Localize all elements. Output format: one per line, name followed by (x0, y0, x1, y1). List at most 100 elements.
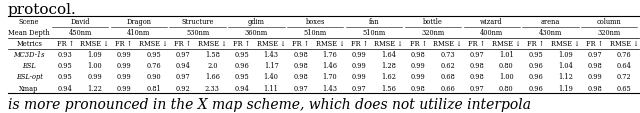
Text: 0.99: 0.99 (87, 73, 102, 81)
Text: 0.64: 0.64 (616, 62, 632, 70)
Text: Mean Depth: Mean Depth (8, 29, 50, 37)
Text: 0.90: 0.90 (146, 73, 161, 81)
Text: RMSE ↓: RMSE ↓ (198, 40, 227, 48)
Text: 0.99: 0.99 (116, 62, 131, 70)
Text: FR ↑: FR ↑ (410, 40, 427, 48)
Text: 0.98: 0.98 (411, 51, 426, 59)
Text: 0.96: 0.96 (529, 73, 543, 81)
Text: is more pronounced in the X map scheme, which does not utilize interpola: is more pronounced in the X map scheme, … (8, 97, 531, 111)
Text: 0.99: 0.99 (411, 62, 426, 70)
Text: 0.76: 0.76 (146, 62, 161, 70)
Text: RMSE ↓: RMSE ↓ (316, 40, 344, 48)
Text: 0.96: 0.96 (234, 62, 249, 70)
Text: 0.68: 0.68 (440, 73, 455, 81)
Text: 0.98: 0.98 (470, 73, 484, 81)
Text: 0.95: 0.95 (234, 51, 249, 59)
Text: 410nm: 410nm (127, 29, 150, 37)
Text: Structure: Structure (181, 18, 214, 26)
Text: protocol.: protocol. (8, 3, 76, 17)
Text: arena: arena (541, 18, 560, 26)
Text: 0.92: 0.92 (175, 84, 190, 92)
Text: gdim: gdim (248, 18, 265, 26)
Text: Dragon: Dragon (126, 18, 151, 26)
Text: 0.99: 0.99 (116, 84, 131, 92)
Text: 1.66: 1.66 (205, 73, 220, 81)
Text: 1.22: 1.22 (87, 84, 102, 92)
Text: 2.0: 2.0 (207, 62, 218, 70)
Text: RMSE ↓: RMSE ↓ (257, 40, 285, 48)
Text: 450nm: 450nm (68, 29, 92, 37)
Text: 0.97: 0.97 (175, 73, 190, 81)
Text: 0.94: 0.94 (175, 62, 190, 70)
Text: 0.98: 0.98 (293, 51, 308, 59)
Text: ESL-opt: ESL-opt (16, 73, 43, 81)
Text: 1.17: 1.17 (264, 62, 278, 70)
Text: 0.97: 0.97 (175, 51, 190, 59)
Text: boxes: boxes (305, 18, 325, 26)
Text: fan: fan (369, 18, 380, 26)
Text: 0.76: 0.76 (617, 51, 631, 59)
Text: 1.40: 1.40 (264, 73, 278, 81)
Text: 530nm: 530nm (186, 29, 209, 37)
Text: FR ↑: FR ↑ (292, 40, 309, 48)
Text: 1.09: 1.09 (558, 51, 573, 59)
Text: 510nm: 510nm (362, 29, 386, 37)
Text: 1.46: 1.46 (323, 62, 337, 70)
Text: 0.66: 0.66 (440, 84, 455, 92)
Text: 0.98: 0.98 (293, 62, 308, 70)
Text: 0.95: 0.95 (58, 62, 73, 70)
Text: 0.81: 0.81 (146, 84, 161, 92)
Text: 0.94: 0.94 (58, 84, 73, 92)
Text: 0.99: 0.99 (411, 73, 426, 81)
Text: RMSE ↓: RMSE ↓ (610, 40, 638, 48)
Text: 0.94: 0.94 (234, 84, 249, 92)
Text: 0.95: 0.95 (529, 51, 543, 59)
Text: 1.43: 1.43 (323, 84, 337, 92)
Text: FR ↑: FR ↑ (174, 40, 191, 48)
Text: FR ↑: FR ↑ (586, 40, 604, 48)
Text: 1.43: 1.43 (264, 51, 278, 59)
Text: 0.93: 0.93 (58, 51, 73, 59)
Text: FR ↑: FR ↑ (233, 40, 250, 48)
Text: 0.97: 0.97 (470, 51, 484, 59)
Text: 1.19: 1.19 (558, 84, 573, 92)
Text: 0.95: 0.95 (234, 73, 249, 81)
Text: 0.97: 0.97 (588, 51, 602, 59)
Text: 1.12: 1.12 (558, 73, 573, 81)
Text: 0.98: 0.98 (588, 84, 602, 92)
Text: 0.80: 0.80 (499, 84, 514, 92)
Text: 0.96: 0.96 (529, 62, 543, 70)
Text: ESL: ESL (22, 62, 36, 70)
Text: 0.98: 0.98 (411, 84, 426, 92)
Text: 1.00: 1.00 (499, 73, 514, 81)
Text: FR ↑: FR ↑ (527, 40, 545, 48)
Text: 320nm: 320nm (598, 29, 621, 37)
Text: 0.97: 0.97 (470, 84, 484, 92)
Text: 1.76: 1.76 (323, 51, 337, 59)
Text: bottle: bottle (423, 18, 443, 26)
Text: MC3D-1s: MC3D-1s (13, 51, 45, 59)
Text: 0.99: 0.99 (352, 51, 367, 59)
Text: RMSE ↓: RMSE ↓ (433, 40, 462, 48)
Text: 0.98: 0.98 (293, 73, 308, 81)
Text: 1.11: 1.11 (264, 84, 278, 92)
Text: RMSE ↓: RMSE ↓ (81, 40, 109, 48)
Text: FR ↑: FR ↑ (351, 40, 368, 48)
Text: Xmap: Xmap (19, 84, 39, 92)
Text: column: column (597, 18, 621, 26)
Text: 1.01: 1.01 (499, 51, 514, 59)
Text: 1.62: 1.62 (381, 73, 396, 81)
Text: 360nm: 360nm (245, 29, 268, 37)
Text: RMSE ↓: RMSE ↓ (139, 40, 168, 48)
Text: 0.95: 0.95 (58, 73, 73, 81)
Text: RMSE ↓: RMSE ↓ (374, 40, 403, 48)
Text: 0.99: 0.99 (352, 73, 367, 81)
Text: 430nm: 430nm (539, 29, 562, 37)
Text: FR ↑: FR ↑ (115, 40, 132, 48)
Text: 0.80: 0.80 (499, 62, 514, 70)
Text: 2.33: 2.33 (205, 84, 220, 92)
Text: 0.99: 0.99 (116, 51, 131, 59)
Text: 0.72: 0.72 (617, 73, 631, 81)
Text: 0.97: 0.97 (352, 84, 367, 92)
Text: 0.97: 0.97 (293, 84, 308, 92)
